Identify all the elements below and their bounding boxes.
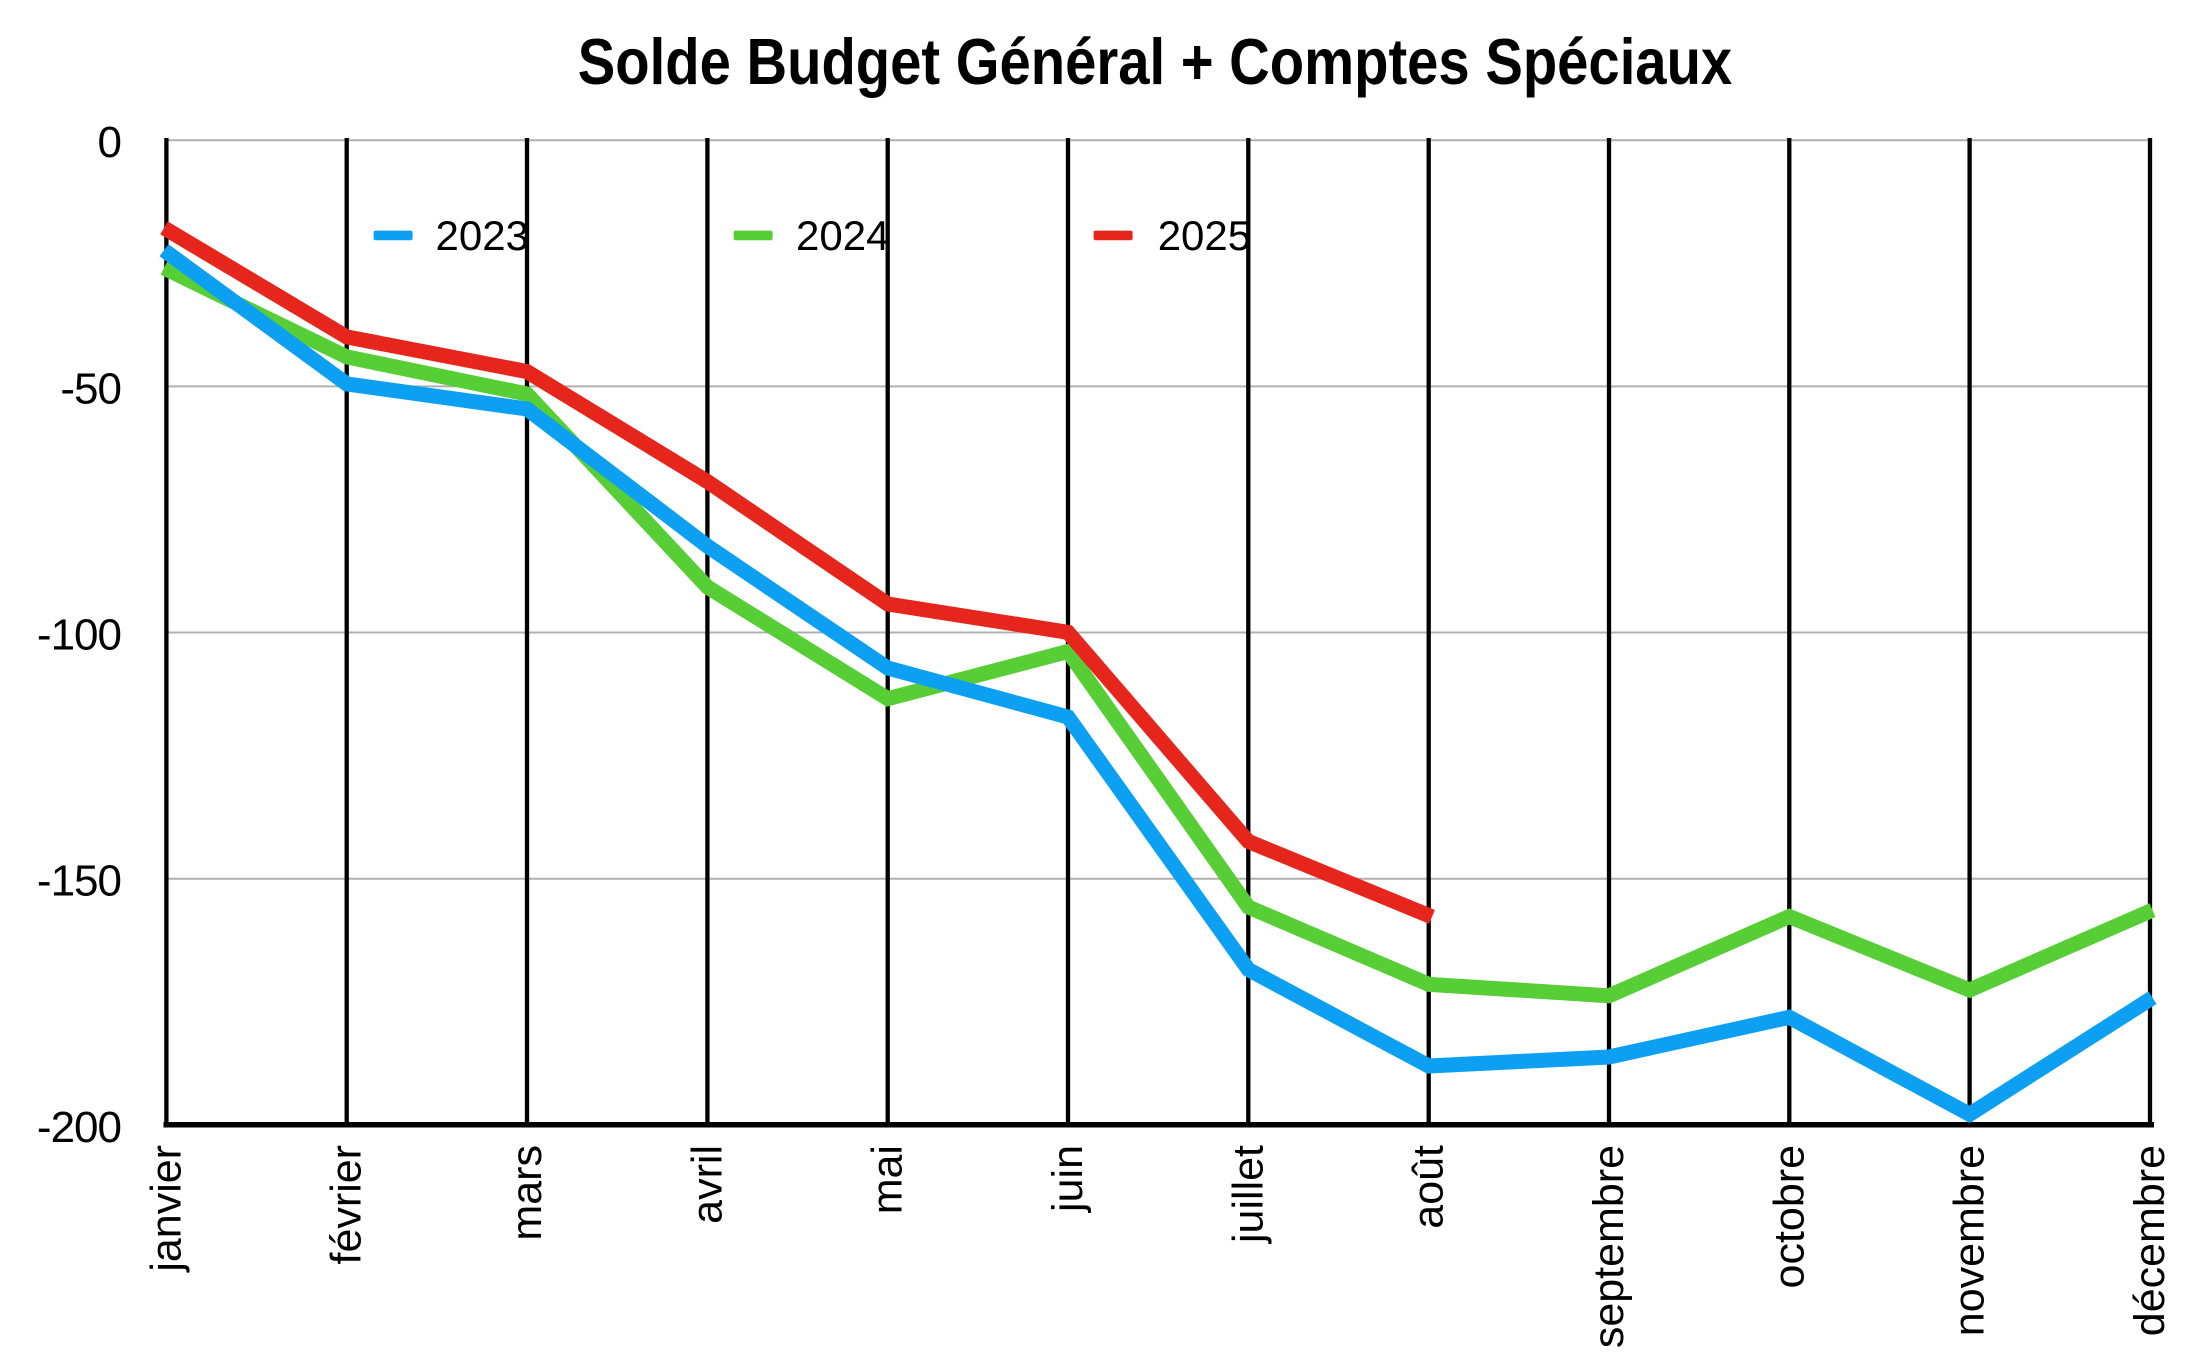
svg-text:juin: juin <box>1044 1145 1092 1214</box>
svg-text:-100: -100 <box>37 611 121 660</box>
svg-text:0: 0 <box>98 118 121 167</box>
svg-text:septembre: septembre <box>1585 1145 1633 1348</box>
svg-text:mars: mars <box>503 1145 551 1241</box>
svg-text:2023: 2023 <box>436 212 529 259</box>
svg-text:février: février <box>323 1145 371 1264</box>
svg-text:-50: -50 <box>60 364 121 413</box>
svg-text:2025: 2025 <box>1158 212 1251 259</box>
svg-text:décembre: décembre <box>2126 1145 2174 1336</box>
svg-text:Solde Budget Général + Comptes: Solde Budget Général + Comptes Spéciaux <box>578 25 1733 98</box>
svg-text:août: août <box>1405 1145 1453 1229</box>
svg-text:janvier: janvier <box>142 1145 190 1274</box>
svg-text:2024: 2024 <box>796 212 889 259</box>
svg-text:-200: -200 <box>37 1103 121 1152</box>
svg-text:avril: avril <box>683 1145 731 1224</box>
svg-text:novembre: novembre <box>1946 1145 1994 1336</box>
svg-text:juillet: juillet <box>1224 1145 1272 1245</box>
svg-text:mai: mai <box>864 1145 912 1214</box>
svg-text:octobre: octobre <box>1765 1145 1813 1288</box>
svg-text:-150: -150 <box>37 857 121 906</box>
